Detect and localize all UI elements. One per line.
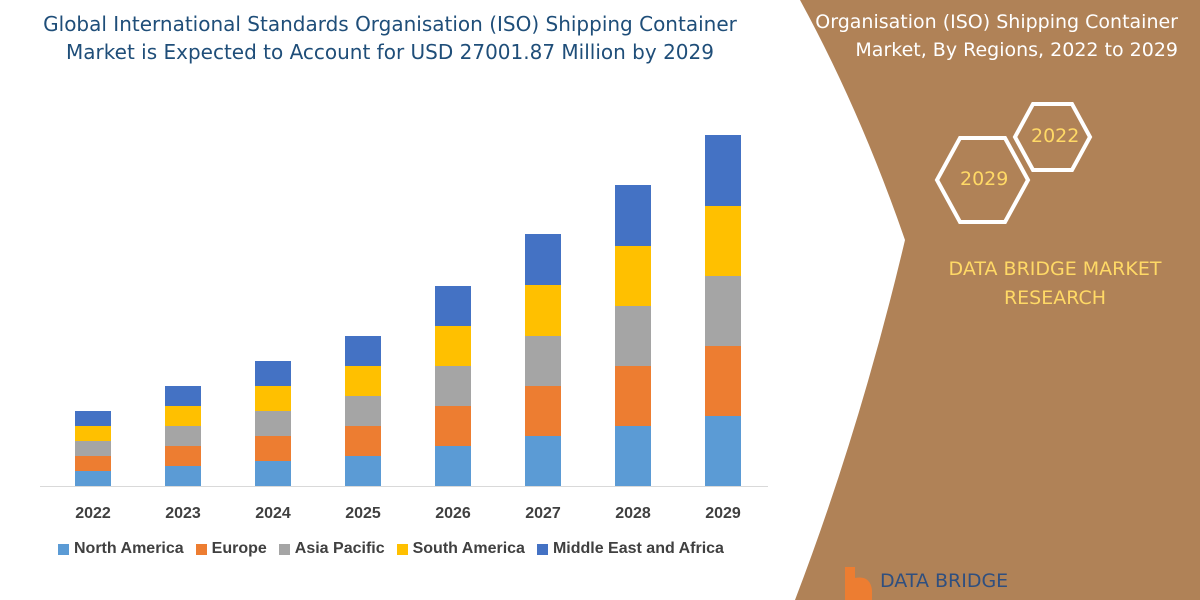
legend-label: South America [412,540,525,557]
x-tick-label: 2027 [525,505,561,522]
bar-segment [345,456,381,486]
legend-swatch [536,543,548,555]
bar-segment [75,411,111,426]
bar-segment [435,406,471,446]
bar-segment [525,336,561,386]
legend-label: North America [74,540,184,557]
bar-segment [705,206,741,276]
bar-segment [525,234,561,285]
bar-segment [345,336,381,366]
brand-text: DATA BRIDGE MARKET RESEARCH [948,258,1162,309]
x-tick-label: 2026 [435,505,471,522]
legend-item: South America [396,540,525,558]
x-tick-label: 2024 [255,505,291,522]
x-tick-label: 2022 [75,505,111,522]
legend-swatch [58,543,69,555]
bar-segment [615,426,651,486]
bar-segment [345,366,381,396]
logo-icon [845,567,872,600]
bar-segment [705,416,741,486]
legend-item: Europe [195,540,267,558]
legend-label: Asia Pacific [294,540,385,557]
bar-segment [615,246,651,306]
bar-segment [165,386,201,406]
bar-segment [165,446,201,466]
legend-item: Asia Pacific [278,540,385,558]
hex-label-2022: 2022 [1031,125,1080,147]
bar-segment [435,286,471,326]
bar-segment [525,436,561,486]
bar-segment [75,426,111,441]
chart-title: Global International Standards Organisat… [43,12,737,64]
legend-label: Europe [211,540,267,557]
bar-segment [255,386,291,411]
legend-item: North America [58,540,184,558]
bar-segment [525,285,561,336]
bar-segment [435,446,471,486]
legend-item: Middle East and Africa [536,540,724,558]
bar-segment [165,406,201,426]
legend-swatch [195,543,207,555]
x-tick-label: 2025 [345,505,381,522]
side-panel-shape [795,0,1200,600]
bar-segment [165,426,201,446]
bar-segment [345,396,381,426]
bar-segment [435,366,471,406]
bar-segment [615,185,651,246]
bar-segment [435,326,471,366]
bar-segment [705,276,741,346]
hex-label-2029: 2029 [960,168,1009,190]
x-tick-label: 2023 [165,505,201,522]
logo-text: DATA BRIDGE [880,570,1009,592]
bar-segment [525,386,561,436]
bar-segment [75,441,111,456]
bar-segment [255,361,291,386]
bar-segment [345,426,381,456]
legend-swatch [278,543,290,555]
legend: North America Europe Asia Pacific South … [58,540,724,558]
bar-segment [705,135,741,206]
x-tick-label: 2029 [705,505,741,522]
bar-segment [75,471,111,486]
side-panel-title: Organisation (ISO) Shipping Container Ma… [815,11,1178,61]
chart-plot: 2022 2023 2024 2025 2026 2027 2028 2029 [40,135,768,522]
bar-segment [255,461,291,486]
bar-segment [255,411,291,436]
legend-swatch [396,543,408,555]
bar-segment [255,436,291,461]
bar-segment [705,346,741,416]
hexagon-2029 [934,136,1031,224]
bar-segment [165,466,201,486]
x-tick-label: 2028 [615,505,651,522]
bar-segment [75,456,111,471]
bar-segment [615,366,651,426]
hexagon-2022 [1012,102,1093,172]
legend-label: Middle East and Africa [552,540,724,557]
bar-segment [615,306,651,366]
